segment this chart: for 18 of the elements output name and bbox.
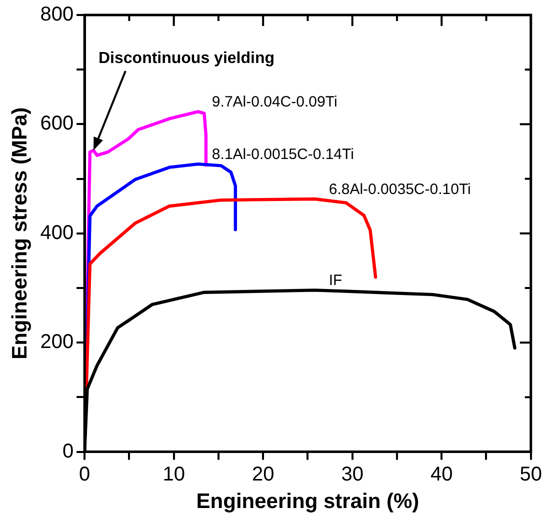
y-tick-label: 400 bbox=[40, 222, 74, 244]
x-axis-title: Engineering strain (%) bbox=[196, 490, 420, 514]
y-tick-label: 800 bbox=[40, 4, 74, 26]
x-tick-label: 40 bbox=[430, 463, 453, 486]
series-label: IF bbox=[328, 272, 342, 290]
x-tick-label: 10 bbox=[162, 463, 185, 486]
x-tick-label: 0 bbox=[79, 463, 90, 486]
x-tick-label: 50 bbox=[520, 463, 542, 486]
series-label: 9.7Al-0.04C-0.09Ti bbox=[212, 94, 338, 111]
y-tick-label: 0 bbox=[62, 440, 74, 462]
y-tick-label: 600 bbox=[40, 112, 74, 135]
x-tick-label: 30 bbox=[341, 463, 364, 486]
y-axis-title: Engineering stress (MPa) bbox=[8, 107, 32, 360]
series-label: 6.8Al-0.0035C-0.10Ti bbox=[328, 181, 471, 198]
y-tick-label: 200 bbox=[40, 331, 74, 354]
x-tick-label: 20 bbox=[252, 463, 274, 486]
annotation: Discontinuous yielding bbox=[98, 50, 275, 67]
series-label: 8.1Al-0.0015C-0.14Ti bbox=[212, 146, 354, 164]
